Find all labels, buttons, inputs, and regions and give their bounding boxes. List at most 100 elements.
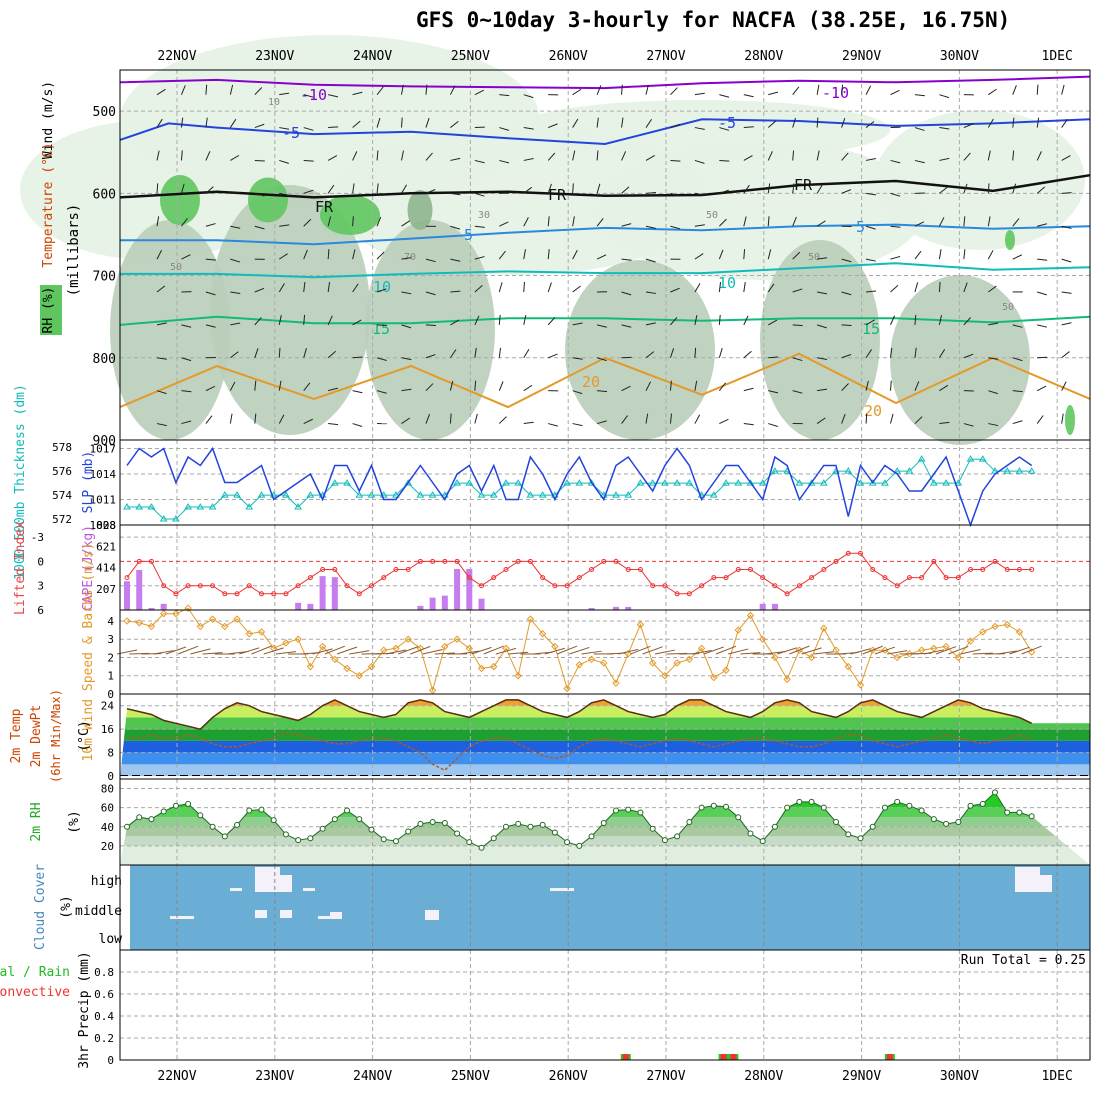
cloud-level-label: low — [99, 932, 123, 947]
rh-marker — [699, 805, 704, 810]
rh-marker — [540, 822, 545, 827]
cape-bar — [332, 577, 338, 610]
rh-marker — [479, 845, 484, 850]
cape-bar — [307, 604, 313, 610]
rh-marker — [247, 808, 252, 813]
isotherm-label: 20 — [582, 373, 600, 391]
cape-bar — [442, 596, 448, 610]
rh-marker — [797, 799, 802, 804]
rh-marker — [601, 820, 606, 825]
date-bottom: 25NOV — [451, 1069, 490, 1084]
li-tick: 3 — [37, 580, 44, 593]
cloud-cell — [280, 910, 292, 918]
rh-marker — [149, 817, 154, 822]
rh-marker — [772, 824, 777, 829]
wind-tick: 1 — [107, 670, 114, 683]
cape-bar — [772, 604, 778, 610]
rh-tick: 80 — [101, 783, 114, 796]
date-top: 24NOV — [353, 49, 392, 64]
cloud-cell — [318, 916, 330, 919]
rh-marker — [308, 836, 313, 841]
rh-marker — [271, 818, 276, 823]
rh-marker — [614, 808, 619, 813]
rh-marker — [418, 821, 423, 826]
wind-barb-10m — [398, 647, 418, 654]
rh-label: 50 — [170, 262, 182, 273]
rh-marker — [320, 826, 325, 831]
rh-marker — [442, 820, 447, 825]
precip-tick: 0.4 — [94, 1010, 114, 1023]
rh-label: 30 — [478, 210, 490, 221]
wind-barb — [377, 325, 387, 326]
wind-tick: 2 — [107, 651, 114, 664]
rh-marker — [259, 807, 264, 812]
wind-barb — [719, 160, 729, 161]
wind-barb-10m — [166, 647, 186, 654]
rh-marker — [1005, 810, 1010, 815]
cape-bar — [124, 581, 130, 610]
thickness-marker — [234, 492, 240, 497]
rh-marker — [222, 834, 227, 839]
date-top: 25NOV — [451, 49, 490, 64]
cloud-cell — [170, 916, 194, 919]
wind-barb — [842, 325, 852, 326]
rh-marker — [552, 830, 557, 835]
date-bottom: 1DEC — [1042, 1069, 1073, 1084]
run-total: Run Total = 0.25 — [961, 953, 1086, 968]
thickness-tick: 578 — [52, 441, 72, 454]
rh-marker — [992, 790, 997, 795]
pressure-tick: 700 — [93, 270, 116, 285]
rh-marker — [565, 840, 570, 845]
date-bottom: 27NOV — [646, 1069, 685, 1084]
temp-band — [120, 753, 1090, 765]
cape-bar — [295, 603, 301, 610]
precip-unit-label: 3hr Precip (mm) — [77, 951, 92, 1068]
wind-barb-10m — [239, 648, 259, 654]
wind-barb — [695, 348, 696, 358]
thickness-marker — [332, 480, 338, 485]
wind-barb — [524, 282, 525, 292]
rh-marker — [809, 799, 814, 804]
rh-marker — [675, 834, 680, 839]
date-top: 27NOV — [646, 49, 685, 64]
isotherm-label: 15 — [862, 320, 880, 338]
thickness-tick: 576 — [52, 465, 72, 478]
rh-band — [120, 827, 1090, 837]
wind-barb — [573, 183, 574, 193]
wind-barb-10m — [1009, 647, 1029, 654]
rh-shade — [1005, 230, 1015, 250]
precip-convective-label: Convective — [0, 985, 70, 1000]
rh-marker — [516, 821, 521, 826]
rh-marker — [455, 831, 460, 836]
cloud-level-label: high — [91, 874, 122, 889]
rh-marker — [626, 807, 631, 812]
minmax-label: (6hr Min/Max) — [49, 689, 63, 783]
isotherm-label: 10 — [373, 278, 391, 296]
rh-marker — [834, 820, 839, 825]
pressure-tick: 600 — [93, 187, 116, 202]
rh-marker — [748, 831, 753, 836]
rh-marker — [931, 817, 936, 822]
rh-shade — [160, 175, 200, 225]
thickness-marker — [735, 480, 741, 485]
rh-tick: 40 — [101, 821, 114, 834]
li-tick: 6 — [37, 604, 44, 617]
rh-marker — [332, 817, 337, 822]
wind-barb — [402, 118, 403, 128]
thickness-marker — [369, 492, 375, 497]
rh-marker — [846, 832, 851, 837]
rh2m-label: 2m RH — [29, 802, 44, 841]
precip-convective-bar — [721, 1054, 727, 1060]
cape-frame — [120, 525, 1090, 610]
cape-bar — [430, 598, 436, 610]
thickness-marker — [307, 492, 313, 497]
legend-rh: RH (%) — [41, 287, 56, 334]
rh-marker — [870, 824, 875, 829]
precip-convective-bar — [623, 1054, 629, 1060]
date-bottom: 23NOV — [255, 1069, 294, 1084]
wind-barb-10m — [1022, 646, 1042, 654]
precip-tick: 0.8 — [94, 966, 114, 979]
temp-band — [120, 706, 1090, 718]
rh-marker — [235, 822, 240, 827]
precip-tick: 0.2 — [94, 1032, 114, 1045]
